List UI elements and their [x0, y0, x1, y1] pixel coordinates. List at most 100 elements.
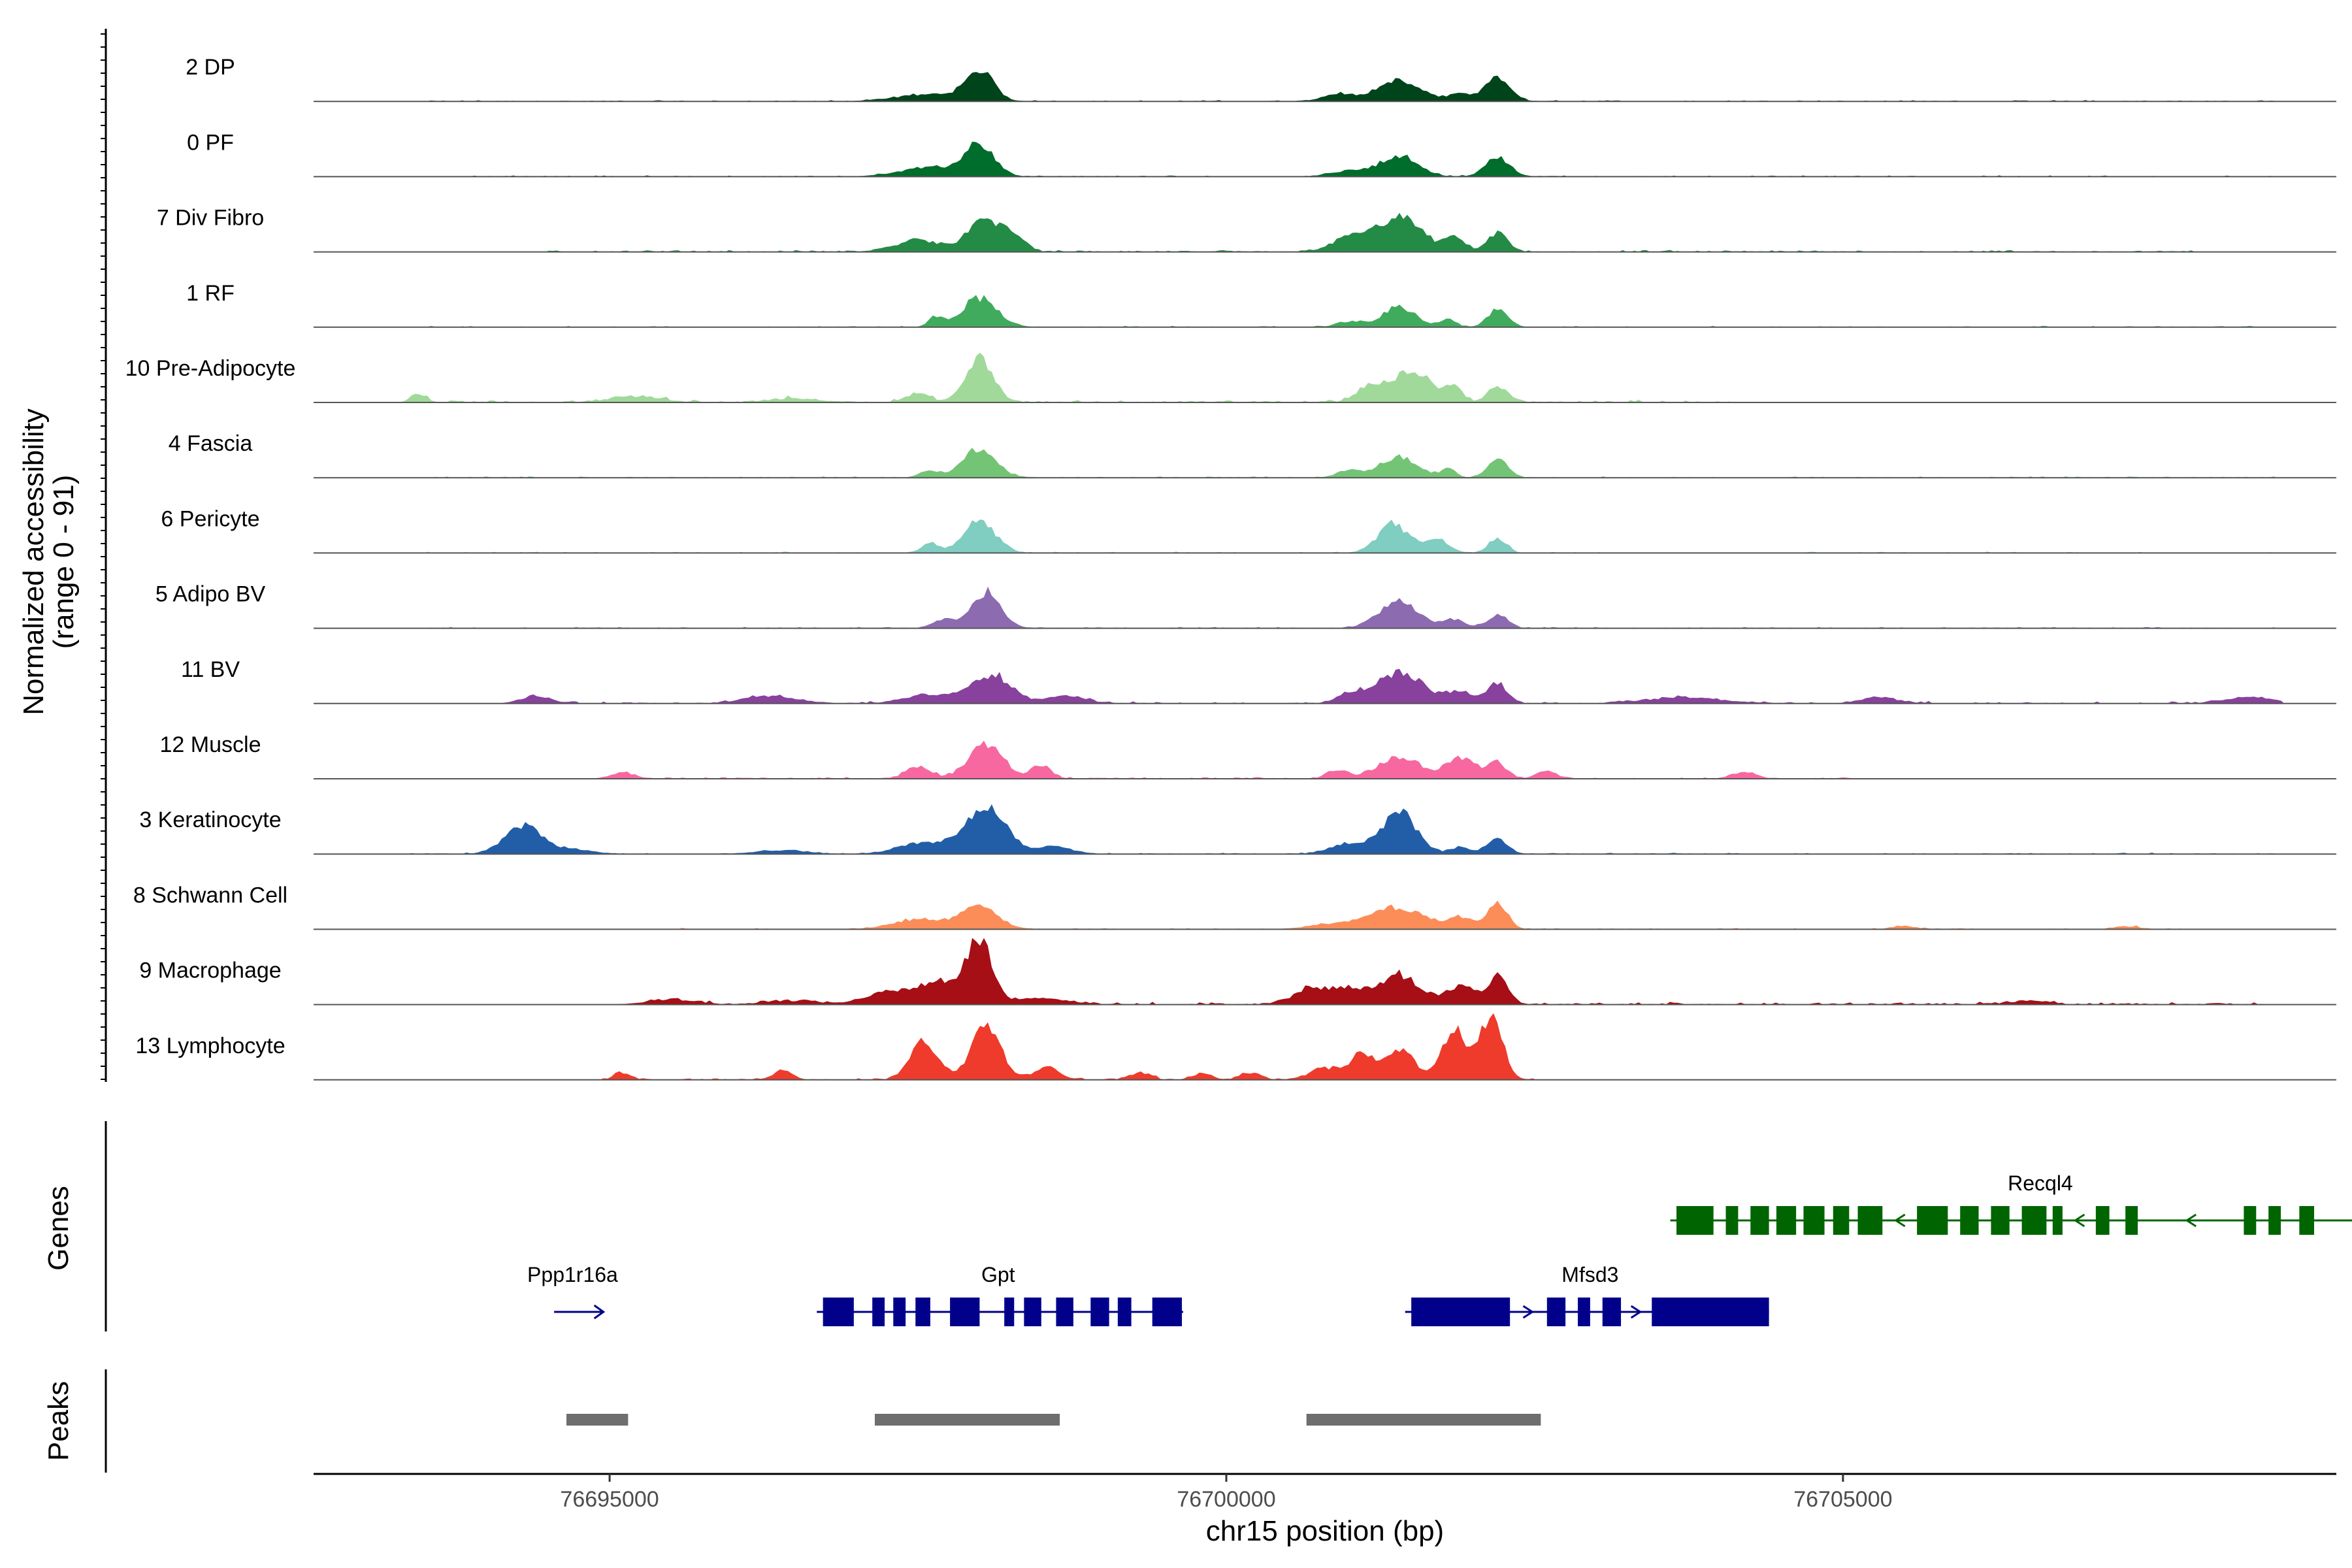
gene-recql4: Recql4	[1670, 1171, 2352, 1235]
peaks-panel	[566, 1414, 1541, 1426]
track-5: 4 Fascia	[169, 431, 2336, 479]
exon	[1090, 1298, 1109, 1326]
track-label: 9 Macrophage	[139, 958, 281, 983]
track-label: 5 Adipo BV	[155, 582, 266, 607]
track-label: 7 Div Fibro	[157, 206, 264, 231]
exon	[893, 1298, 906, 1326]
gene-label: Gpt	[981, 1263, 1015, 1286]
track-1: 0 PF	[187, 130, 2336, 178]
track-label: 11 BV	[181, 657, 240, 682]
strand-arrow	[593, 1304, 606, 1320]
coverage-tracks: 2 DP 0 PF 7 Div Fibro 1 RF 10 Pre-Adipocyte 4…	[125, 55, 2336, 1081]
y-axis-label-line2: (range 0 - 91)	[48, 475, 80, 649]
exon	[1857, 1206, 1883, 1235]
coverage-area	[314, 72, 2284, 102]
exon	[1750, 1206, 1769, 1235]
coverage-area	[314, 141, 2284, 177]
track-10: 3 Keratinocyte	[139, 804, 2336, 855]
track-label: 1 RF	[186, 281, 235, 306]
gene-annotation-panel: Ppp1r16a Gpt Mfsd3 Recql4	[527, 1171, 2352, 1326]
track-7: 5 Adipo BV	[155, 582, 2336, 629]
exon	[1776, 1206, 1797, 1235]
exon	[2244, 1206, 2257, 1235]
track-label: 12 Muscle	[160, 732, 261, 757]
x-axis-label: chr15 position (bp)	[1206, 1515, 1444, 1547]
gene-label: Recql4	[2008, 1171, 2073, 1195]
track-label: 8 Schwann Cell	[133, 883, 287, 907]
track-4: 10 Pre-Adipocyte	[125, 352, 2336, 403]
track-12: 9 Macrophage	[139, 938, 2336, 1005]
track-label: 4 Fascia	[169, 431, 253, 456]
x-tick-label: 76700000	[1177, 1487, 1275, 1512]
coverage-area	[314, 1013, 2284, 1080]
exon	[1411, 1298, 1511, 1326]
exon	[872, 1298, 885, 1326]
peak-region	[874, 1414, 1060, 1426]
x-axis: 76695000 76700000 76705000	[314, 1473, 2336, 1512]
left-axes	[101, 29, 107, 1473]
coverage-area	[314, 352, 2284, 402]
gene-label: Ppp1r16a	[527, 1263, 618, 1286]
exon	[2095, 1206, 2110, 1235]
track-3: 1 RF	[186, 281, 2336, 328]
gene-ppp1r16a: Ppp1r16a	[527, 1263, 618, 1320]
coverage-area	[314, 448, 2284, 478]
exon	[1833, 1206, 1850, 1235]
exon	[1117, 1298, 1132, 1326]
track-label: 0 PF	[187, 130, 234, 155]
exon	[1546, 1298, 1566, 1326]
exon	[1024, 1298, 1041, 1326]
gene-gpt: Gpt	[817, 1263, 1183, 1326]
exon	[1917, 1206, 1948, 1235]
exon	[1152, 1298, 1183, 1326]
peaks-panel-label: Peaks	[42, 1381, 74, 1461]
x-tick-label: 76705000	[1793, 1487, 1892, 1512]
exon	[2021, 1206, 2047, 1235]
exon	[950, 1298, 980, 1326]
exon	[1725, 1206, 1739, 1235]
exon	[2052, 1206, 2063, 1235]
strand-arrow	[2073, 1213, 2085, 1228]
coverage-area	[314, 668, 2284, 704]
gene-mfsd3: Mfsd3	[1405, 1263, 1769, 1326]
track-label: 2 DP	[186, 55, 235, 80]
genes-panel-label: Genes	[42, 1186, 74, 1271]
exon	[823, 1298, 854, 1326]
exon	[2268, 1206, 2281, 1235]
coverage-area	[314, 804, 2284, 855]
exon	[1602, 1298, 1622, 1326]
peak-region	[1306, 1414, 1541, 1426]
peak-region	[566, 1414, 629, 1426]
exon	[1676, 1206, 1714, 1235]
exon	[1004, 1298, 1015, 1326]
coverage-area	[314, 295, 2284, 327]
exon	[1991, 1206, 2010, 1235]
exon	[1960, 1206, 1979, 1235]
track-13: 13 Lymphocyte	[135, 1013, 2336, 1081]
exon	[1803, 1206, 1825, 1235]
track-label: 10 Pre-Adipocyte	[125, 356, 296, 381]
track-11: 8 Schwann Cell	[133, 883, 2336, 930]
strand-arrow	[2185, 1213, 2197, 1228]
exon	[1578, 1298, 1590, 1326]
gene-label: Mfsd3	[1561, 1263, 1618, 1286]
track-label: 3 Keratinocyte	[139, 808, 281, 832]
x-tick-label: 76695000	[560, 1487, 659, 1512]
track-label: 13 Lymphocyte	[135, 1034, 285, 1058]
track-label: 6 Pericyte	[161, 506, 259, 531]
coverage-area	[314, 900, 2284, 930]
strand-arrow	[1630, 1305, 1642, 1319]
strand-arrow	[1893, 1213, 1906, 1228]
strand-arrow	[1522, 1305, 1535, 1319]
exon	[1056, 1298, 1073, 1326]
coverage-area	[314, 740, 2284, 779]
coverage-area	[314, 519, 2284, 553]
exon	[1652, 1298, 1769, 1326]
track-9: 12 Muscle	[160, 732, 2336, 779]
track-6: 6 Pericyte	[161, 506, 2336, 554]
exon	[2299, 1206, 2315, 1235]
track-2: 7 Div Fibro	[157, 206, 2336, 253]
coverage-area	[314, 212, 2284, 252]
track-8: 11 BV	[181, 657, 2336, 704]
